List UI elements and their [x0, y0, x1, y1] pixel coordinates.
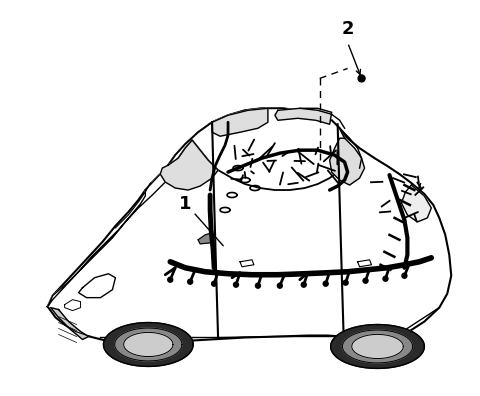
Circle shape — [363, 278, 368, 283]
Polygon shape — [352, 335, 403, 358]
Polygon shape — [330, 138, 365, 185]
Circle shape — [188, 279, 192, 284]
Circle shape — [168, 277, 173, 282]
Polygon shape — [401, 185, 432, 222]
Circle shape — [402, 273, 407, 278]
Circle shape — [383, 276, 388, 281]
Text: 2: 2 — [341, 19, 354, 38]
Polygon shape — [275, 109, 332, 124]
Circle shape — [212, 281, 216, 286]
Circle shape — [255, 283, 261, 288]
Polygon shape — [160, 140, 218, 190]
Polygon shape — [51, 308, 88, 339]
Polygon shape — [115, 328, 182, 361]
Polygon shape — [104, 323, 193, 366]
Polygon shape — [198, 233, 215, 244]
Polygon shape — [331, 325, 424, 368]
Polygon shape — [212, 109, 268, 136]
Circle shape — [301, 282, 306, 287]
Polygon shape — [48, 165, 170, 307]
Circle shape — [277, 283, 282, 288]
Polygon shape — [168, 109, 348, 190]
Polygon shape — [124, 332, 173, 356]
Polygon shape — [48, 109, 451, 346]
Polygon shape — [342, 330, 413, 363]
Polygon shape — [79, 274, 115, 298]
Circle shape — [323, 281, 328, 286]
Polygon shape — [65, 300, 81, 310]
Circle shape — [234, 282, 239, 287]
Circle shape — [343, 280, 348, 285]
Circle shape — [358, 75, 365, 82]
Text: 1: 1 — [179, 195, 192, 213]
